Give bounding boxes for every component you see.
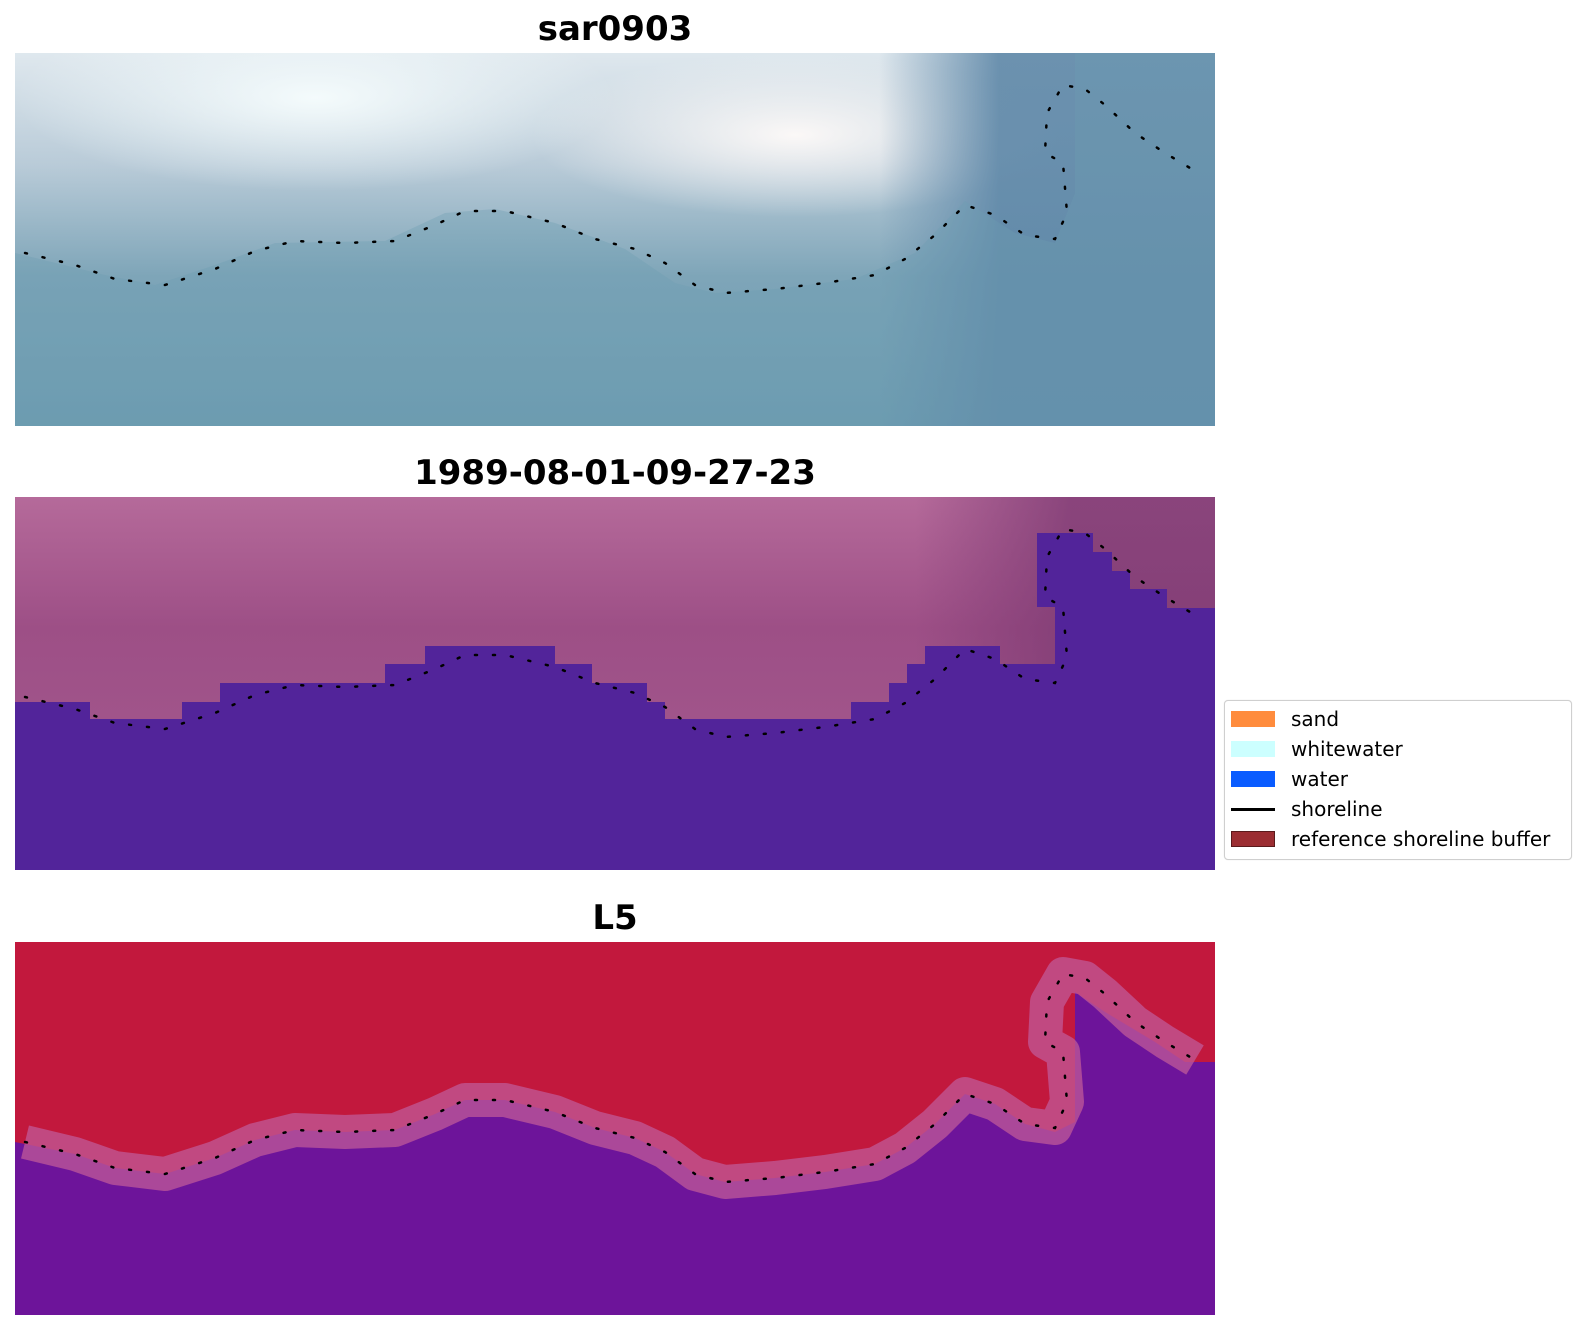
probability-image xyxy=(15,942,1215,1315)
legend: sand whitewater water shoreline referenc… xyxy=(1224,700,1572,860)
panel-title-l5: L5 xyxy=(592,898,638,938)
whitewater-swatch xyxy=(1231,741,1275,757)
rgb-image xyxy=(15,53,1215,426)
legend-item-sand: sand xyxy=(1225,706,1571,732)
legend-label-water: water xyxy=(1291,767,1348,791)
image-panel-probability xyxy=(15,942,1215,1315)
transition-band xyxy=(21,957,1204,1199)
legend-label-buffer: reference shoreline buffer xyxy=(1291,827,1551,851)
image-panel-classification xyxy=(15,497,1215,870)
water-swatch xyxy=(1231,771,1275,787)
legend-item-whitewater: whitewater xyxy=(1225,736,1571,762)
panel-title-sar: sar0903 xyxy=(537,9,693,49)
legend-item-shoreline: shoreline xyxy=(1225,796,1571,822)
classification-image xyxy=(15,497,1215,870)
panel-title-date: 1989-08-01-09-27-23 xyxy=(414,453,816,493)
shoreline-line-swatch xyxy=(1231,808,1275,811)
legend-label-whitewater: whitewater xyxy=(1291,737,1403,761)
legend-item-water: water xyxy=(1225,766,1571,792)
legend-item-buffer: reference shoreline buffer xyxy=(1225,826,1571,852)
legend-label-sand: sand xyxy=(1291,707,1340,731)
water-mask xyxy=(15,533,1215,870)
image-panel-rgb xyxy=(15,53,1215,426)
legend-label-shoreline: shoreline xyxy=(1291,797,1383,821)
sand-swatch xyxy=(1231,711,1275,727)
buffer-swatch xyxy=(1231,831,1275,847)
